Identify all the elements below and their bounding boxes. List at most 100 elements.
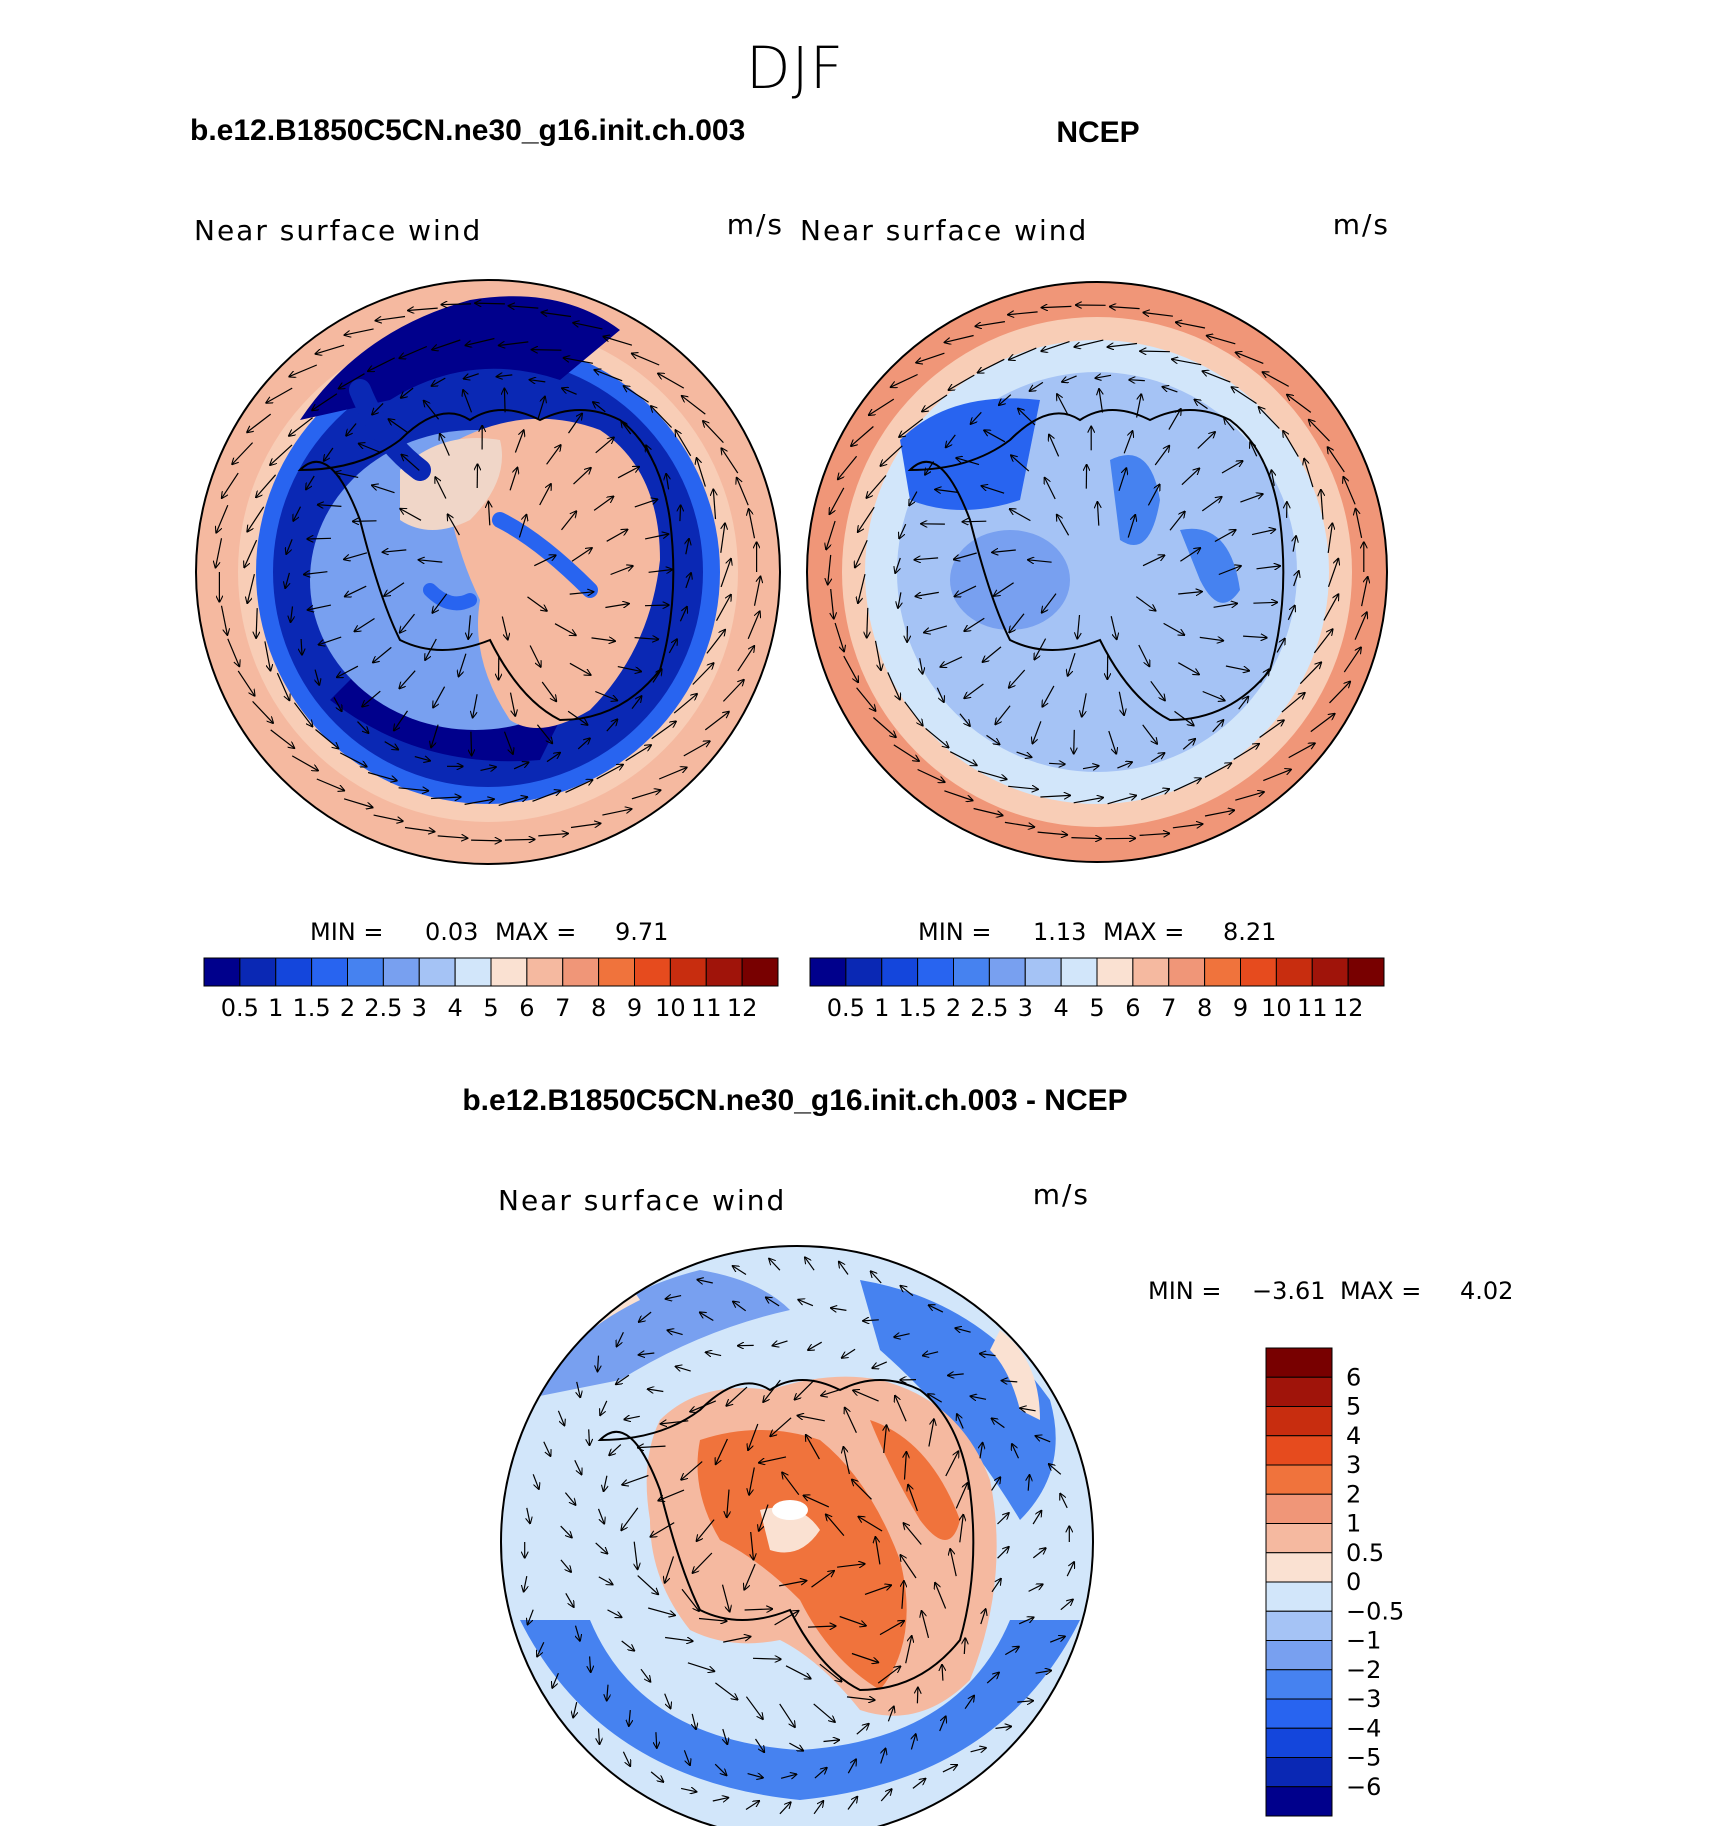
panel-a-colorbar-tick-label: 10 xyxy=(655,994,686,1022)
panel-c-wind-arrow xyxy=(880,1748,886,1764)
panel-a-wind-arrow xyxy=(747,611,760,640)
panel-b-wind-arrow xyxy=(1173,778,1201,792)
panel-b-wind-arrow xyxy=(1029,381,1044,391)
panel-c-wind-arrow xyxy=(942,1665,943,1681)
panel-c-colorbar-tick-label: −2 xyxy=(1346,1656,1381,1684)
panel-a-wind-arrow xyxy=(591,638,616,641)
panel-c-wind-arrow xyxy=(770,1417,792,1437)
panel-a-wind-arrow xyxy=(337,665,359,677)
panel-a-wind-arrow xyxy=(464,799,495,805)
panel-c-wind-arrow xyxy=(637,1575,659,1595)
panel-b-wind-arrow xyxy=(1163,622,1185,635)
panel-a-wind-arrow xyxy=(382,550,407,552)
panel-b-wind-arrow xyxy=(1118,691,1124,716)
panel-c-wind-arrow xyxy=(846,1697,875,1700)
panel-a-colorbar-swatch xyxy=(490,957,528,987)
panel-c-wind-arrow xyxy=(754,1738,765,1752)
panel-c-wind-arrow xyxy=(564,1492,575,1505)
panel-c-wind-arrow xyxy=(650,1771,663,1782)
panel-c-wind-arrow xyxy=(858,1517,883,1532)
panel-c-wind-arrow xyxy=(1004,1647,1019,1656)
panel-b-wind-arrow xyxy=(855,540,868,567)
panel-c-wind-arrow xyxy=(749,1467,755,1496)
panel-b-wind-arrow xyxy=(1250,442,1258,457)
panel-a-wind-arrow xyxy=(503,731,514,755)
panel-b-wind-arrow xyxy=(1251,529,1275,536)
panel-c-wind-arrow xyxy=(794,1379,815,1400)
panel-c-wind-arrow xyxy=(955,1483,967,1509)
panel-a-wind-arrow xyxy=(318,636,342,645)
panel-c-wind-arrow xyxy=(798,1300,814,1307)
panel-c-wind-arrow xyxy=(598,1355,599,1372)
panel-a-wind-arrow xyxy=(531,350,562,351)
panel-c-wind-arrow xyxy=(598,1576,613,1585)
panel-c-wind-arrow xyxy=(748,1423,759,1450)
panel-b-wind-arrow xyxy=(1328,447,1345,473)
panel-a-wind-arrow xyxy=(400,613,415,633)
panel-a-wind-arrow xyxy=(737,478,749,506)
panel-c-colorbar-swatch xyxy=(1265,1698,1333,1729)
panel-a-wind-arrow xyxy=(595,690,617,701)
panel-a-wind-arrow xyxy=(440,434,450,456)
panel-c-wind-arrow xyxy=(698,1619,727,1622)
panel-b-wind-arrow xyxy=(1117,762,1132,769)
panel-c-wind-arrow xyxy=(884,1425,887,1453)
panel-c-wind-arrow xyxy=(945,1451,959,1477)
panel-c-wind-arrow xyxy=(879,1621,904,1636)
panel-a-colorbar-tick-label: 12 xyxy=(727,994,758,1022)
panel-a-wind-arrow xyxy=(541,681,556,701)
panel-c-wind-arrow xyxy=(664,1693,671,1709)
panel-b-wind-arrow xyxy=(1225,665,1250,671)
panel-b-wind-arrow xyxy=(984,430,1006,443)
panel-a-wind-arrow xyxy=(437,836,468,838)
panel-b-wind-arrow xyxy=(873,717,896,738)
panel-c-wind-arrow xyxy=(970,1396,987,1399)
panel-a-wind-arrow xyxy=(621,421,632,435)
panel-b-wind-arrow xyxy=(828,554,831,585)
panel-b-wind-arrow xyxy=(1221,461,1243,474)
panel-b-wind-arrow xyxy=(1259,669,1269,683)
panel-b-wind-arrow xyxy=(1327,523,1332,553)
panel-c-wind-arrow xyxy=(814,1768,827,1779)
panel-b-wind-arrow xyxy=(1176,322,1206,329)
panel-b-wind-arrow xyxy=(1238,696,1249,710)
panel-c-wind-arrow xyxy=(665,1556,675,1583)
panel-a-colorbar-tick-label: 0.5 xyxy=(221,994,259,1022)
panel-b-wind-arrow xyxy=(964,683,984,698)
panel-b-wind-arrow xyxy=(856,687,876,711)
panel-b-colorbar-tick-label: 5 xyxy=(1089,994,1104,1022)
panel-c-wind-arrow xyxy=(995,1726,1012,1728)
panel-a-wind-arrow xyxy=(304,572,328,575)
panel-a-wind-arrow xyxy=(697,458,706,487)
panel-c-wind-arrow xyxy=(683,1750,690,1765)
panel-c-wind-arrow xyxy=(609,1444,622,1456)
panel-b-wind-arrow xyxy=(1110,307,1140,309)
panel-a-wind-arrow xyxy=(285,572,289,588)
panel-b-wind-arrow xyxy=(1283,431,1299,457)
panel-c-wind-arrow xyxy=(616,1374,630,1384)
panel-b-wind-arrow xyxy=(982,646,1002,662)
panel-c-colorbar-swatch xyxy=(1265,1610,1333,1641)
panel-c-wind-arrow xyxy=(902,1581,904,1609)
panel-a-colorbar-swatch xyxy=(382,957,420,987)
panel-c-wind-arrow xyxy=(766,1297,780,1307)
panel-c-colorbar-tick-label: 4 xyxy=(1346,1422,1361,1450)
panel-a-colorbar-swatch xyxy=(598,957,635,987)
panel-c-wind-arrow xyxy=(864,1585,891,1595)
panel-a-wind-arrow xyxy=(577,738,590,750)
panel-c-wind-arrow xyxy=(908,1485,918,1512)
panel-c-wind-arrow xyxy=(772,1341,788,1346)
panel-c-colorbar-tick-label: −1 xyxy=(1346,1627,1381,1655)
panel-a-wind-arrow xyxy=(527,596,548,611)
panel-b-wind-arrow xyxy=(1073,798,1104,804)
panel-c-units: m/s xyxy=(1033,1178,1090,1211)
panel-b-wind-arrow xyxy=(1287,605,1295,621)
panel-a-wind-arrow xyxy=(425,638,437,660)
panel-b-colorbar-tick-label: 2 xyxy=(946,994,961,1022)
panel-c-wind-arrow xyxy=(700,1312,714,1322)
panel-c-wind-arrow xyxy=(837,1564,865,1567)
panel-c-wind-arrow xyxy=(667,1330,683,1334)
panel-b-wind-arrow xyxy=(1262,372,1289,387)
panel-b-wind-arrow xyxy=(994,582,1014,596)
panel-c-colorbar-swatch xyxy=(1265,1669,1333,1700)
